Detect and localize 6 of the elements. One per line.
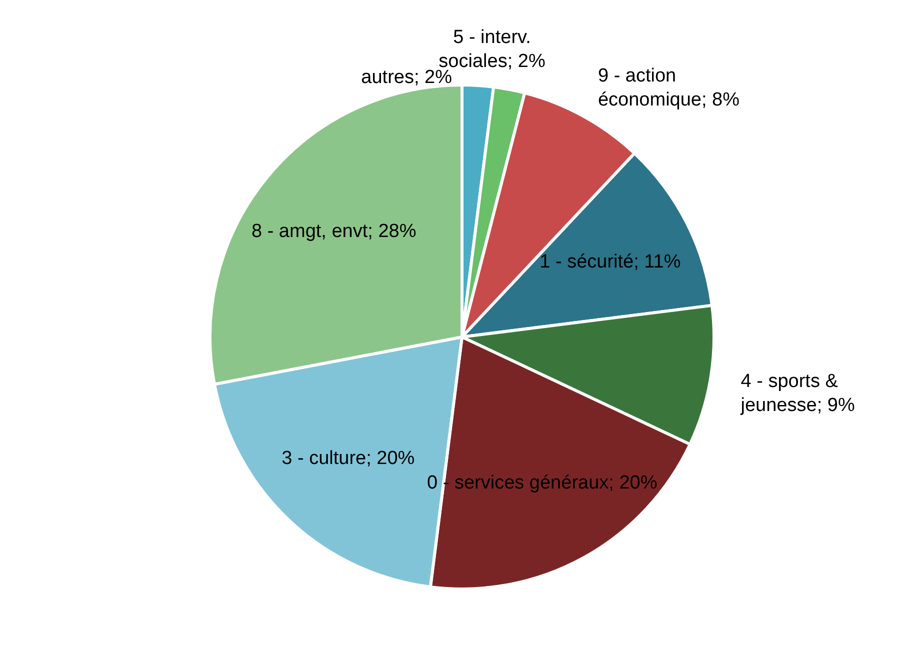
slice-label: 4 - sports & jeunesse; 9%	[740, 371, 855, 416]
slice-label: 9 - action économique; 8%	[598, 66, 740, 111]
slice-label: 3 - culture; 20%	[282, 448, 415, 470]
slice-label: 1 - sécurité; 11%	[540, 251, 681, 272]
slice-label: 8 - amgt, envt; 28%	[251, 220, 416, 242]
slice-label: autres; 2%	[361, 67, 452, 88]
